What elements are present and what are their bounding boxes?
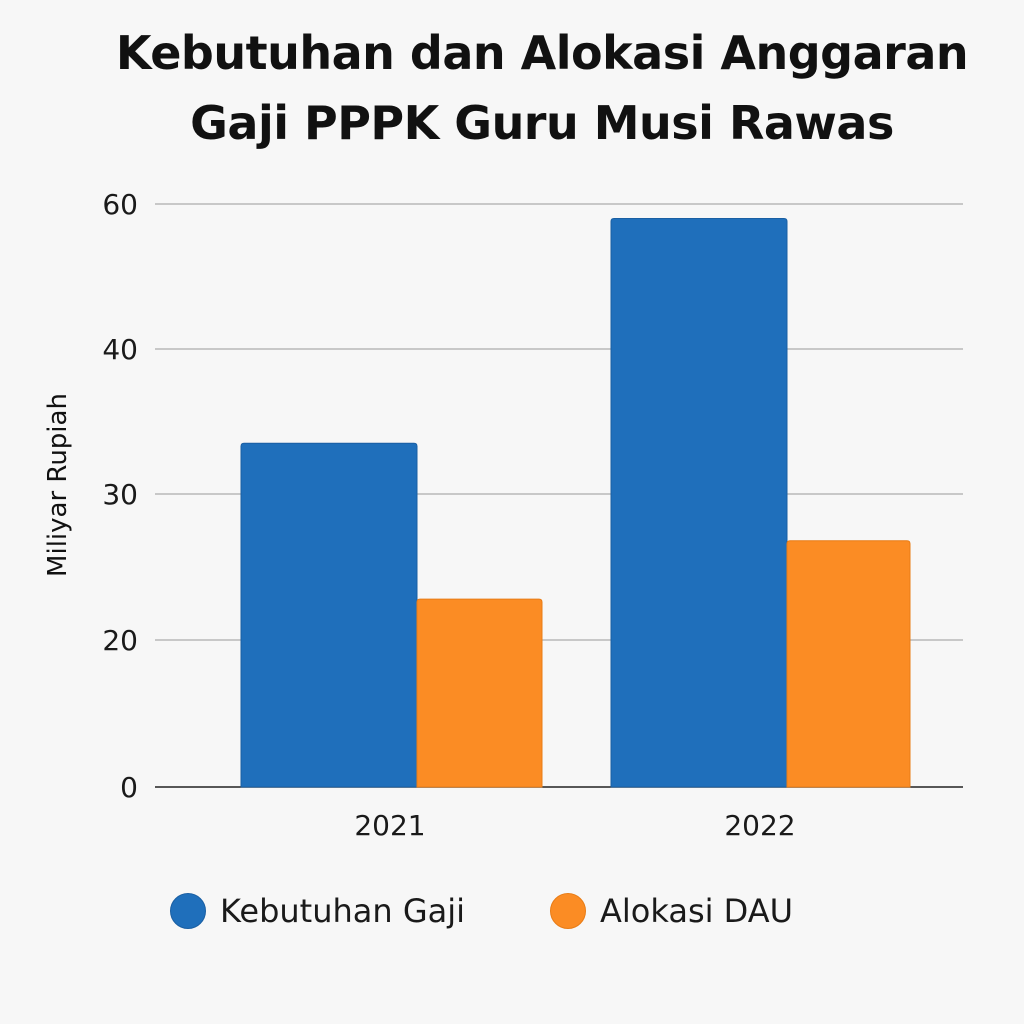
bar-alokasi-dau-2022 [786, 540, 911, 788]
y-tick-label-0: 0 [120, 771, 138, 804]
y-tick-label-40: 40 [102, 333, 138, 366]
y-axis-label: Miliyar Rupiah [43, 393, 73, 577]
legend-swatch-alokasi-dau [550, 893, 586, 929]
x-category-label-2021: 2021 [354, 809, 425, 842]
legend-label-alokasi-dau: Alokasi DAU [600, 892, 794, 930]
y-tick-label-20: 20 [102, 624, 138, 657]
chart-title-line-2: Gaji PPPK Guru Musi Rawas [190, 96, 894, 150]
x-axis-categories: 2021 2022 [354, 809, 795, 842]
bar-kebutuhan-gaji-2022 [610, 218, 788, 788]
y-tick-label-30: 30 [102, 478, 138, 511]
bars [240, 218, 911, 788]
y-tick-label-60: 60 [102, 188, 138, 221]
legend-label-kebutuhan-gaji: Kebutuhan Gaji [220, 892, 466, 930]
legend-item-kebutuhan-gaji: Kebutuhan Gaji [170, 886, 465, 936]
legend-item-alokasi-dau: Alokasi DAU [550, 886, 793, 936]
bar-chart: 0 20 30 40 60 2021 2022 Miliyar Rupiah [43, 188, 963, 842]
x-category-label-2022: 2022 [724, 809, 795, 842]
legend-swatch-kebutuhan-gaji [170, 893, 206, 929]
bar-alokasi-dau-2021 [416, 598, 543, 788]
chart-title-line-1: Kebutuhan dan Alokasi Anggaran [115, 26, 969, 80]
legend: Kebutuhan Gaji Alokasi DAU [0, 886, 1024, 936]
bar-kebutuhan-gaji-2021 [240, 442, 418, 788]
chart-title: Kebutuhan dan Alokasi Anggaran Gaji PPPK… [80, 18, 1004, 158]
y-axis-ticks: 0 20 30 40 60 [102, 188, 138, 804]
